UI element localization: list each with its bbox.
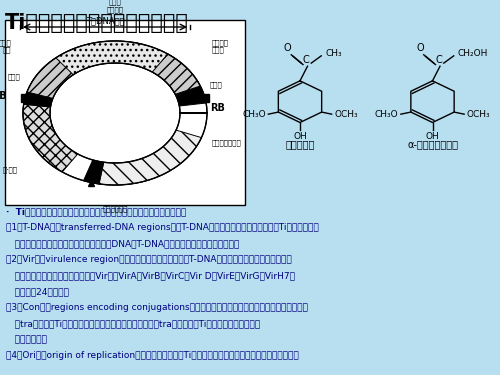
Text: LB: LB xyxy=(0,91,7,101)
Text: 操纵子共24个基因。: 操纵子共24个基因。 xyxy=(6,287,69,296)
Text: 毒·基因: 毒·基因 xyxy=(3,167,18,173)
Text: （3）Con区（regions encoding conjugations）：该区段上存在着与细菌间接合转移的有关基因: （3）Con区（regions encoding conjugations）：该… xyxy=(6,303,308,312)
Text: 复制起始位点: 复制起始位点 xyxy=(102,205,128,212)
Text: 诱瘿碱代谢基因: 诱瘿碱代谢基因 xyxy=(212,140,242,146)
Polygon shape xyxy=(24,92,53,107)
Text: C: C xyxy=(303,55,310,65)
Text: （4）Ori区（origin of replication）：该区段基因调控Ti质粒的自我复制，故称为复制起始区（点）。: （4）Ori区（origin of replication）：该区段基因调控Ti… xyxy=(6,351,299,360)
Polygon shape xyxy=(84,160,103,184)
Text: CH₃O: CH₃O xyxy=(374,110,398,118)
Polygon shape xyxy=(176,86,206,106)
Text: 右边界: 右边界 xyxy=(210,81,222,88)
Text: CH₃O: CH₃O xyxy=(242,110,266,118)
Text: α-羟基乙酰丁香酮: α-羟基乙酰丁香酮 xyxy=(407,139,458,149)
Text: （1）T-DNA区（transferred-DNA regions）：T-DNA是农杆菌侵染植物细胞时，从Ti质粒上脱离下: （1）T-DNA区（transferred-DNA regions）：T-DNA… xyxy=(6,223,319,232)
Text: OCH₃: OCH₃ xyxy=(466,110,490,118)
Text: 生长素
基因: 生长素 基因 xyxy=(0,39,11,53)
Text: 细胞分
裂素基因: 细胞分 裂素基因 xyxy=(106,0,124,13)
Text: O: O xyxy=(416,43,424,53)
Text: RB: RB xyxy=(210,103,225,113)
Text: （2）Vir区（virulence region）：该区段上的基因的产物为T-DNA的转移及整合所必需，它导致农: （2）Vir区（virulence region）：该区段上的基因的产物为T-D… xyxy=(6,255,292,264)
Text: 来转移并整合到植物的核基因组上的一段DNA。T-DNA片段上的基因与肿瘤形成有关。: 来转移并整合到植物的核基因组上的一段DNA。T-DNA片段上的基因与肿瘤形成有关… xyxy=(6,239,239,248)
Text: O: O xyxy=(284,43,292,53)
Text: 左边界: 左边界 xyxy=(8,74,20,80)
Text: OH: OH xyxy=(293,132,307,141)
Text: 转移编码区。: 转移编码区。 xyxy=(6,335,47,344)
Text: T－DNA区域: T－DNA区域 xyxy=(86,16,124,25)
Polygon shape xyxy=(32,41,198,92)
Polygon shape xyxy=(99,130,202,185)
Polygon shape xyxy=(23,41,207,185)
Polygon shape xyxy=(152,54,200,94)
FancyBboxPatch shape xyxy=(5,20,245,205)
Text: C: C xyxy=(436,55,442,65)
Text: OH: OH xyxy=(426,132,440,141)
Text: ·  Ti质粒结构示意图（左）及乙酰丁香酮及其衍生物的结构示意图（右）: · Ti质粒结构示意图（左）及乙酰丁香酮及其衍生物的结构示意图（右） xyxy=(6,207,186,216)
Text: 乙酰丁香酮: 乙酰丁香酮 xyxy=(286,139,314,149)
Text: OCH₃: OCH₃ xyxy=(334,110,358,118)
Text: 冠瘿碱合
成基因: 冠瘿碱合 成基因 xyxy=(212,39,229,53)
Text: 杆菌产生毒性，故称之为毒区。在Vir区有VirA、VirB、VirC、Vir D、VirE、VirG、VirH7个: 杆菌产生毒性，故称之为毒区。在Vir区有VirA、VirB、VirC、Vir D… xyxy=(6,271,295,280)
Text: CH₂OH: CH₂OH xyxy=(458,49,488,58)
Text: （tra），调控Ti质粒在农杆菌之间的转移。冠瘿碱能诱活tra基因，诱导Ti质粒转移，故称为结合: （tra），调控Ti质粒在农杆菌之间的转移。冠瘿碱能诱活tra基因，诱导Ti质粒… xyxy=(6,319,260,328)
Polygon shape xyxy=(26,58,73,100)
Polygon shape xyxy=(23,104,78,172)
Text: CH₃: CH₃ xyxy=(325,49,342,58)
Text: Ti质粒的基因位点及其功能区域: Ti质粒的基因位点及其功能区域 xyxy=(5,13,189,33)
